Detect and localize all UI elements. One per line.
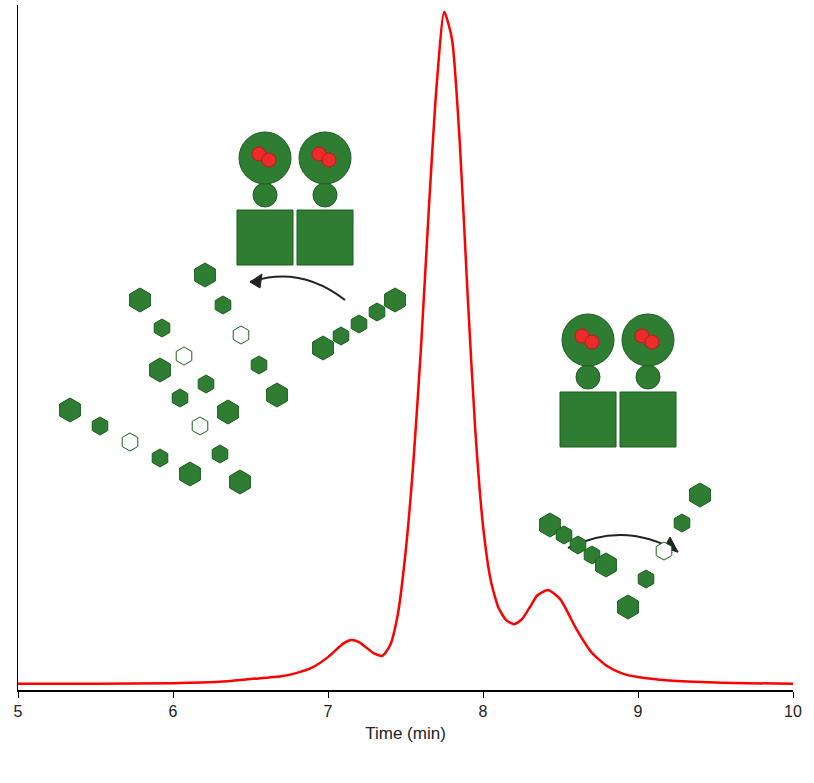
svg-text:Time (min): Time (min) xyxy=(365,724,446,743)
svg-text:7: 7 xyxy=(324,703,333,720)
svg-text:10: 10 xyxy=(784,703,802,720)
svg-text:8: 8 xyxy=(479,703,488,720)
svg-text:5: 5 xyxy=(14,703,23,720)
svg-text:9: 9 xyxy=(634,703,643,720)
svg-text:6: 6 xyxy=(169,703,178,720)
